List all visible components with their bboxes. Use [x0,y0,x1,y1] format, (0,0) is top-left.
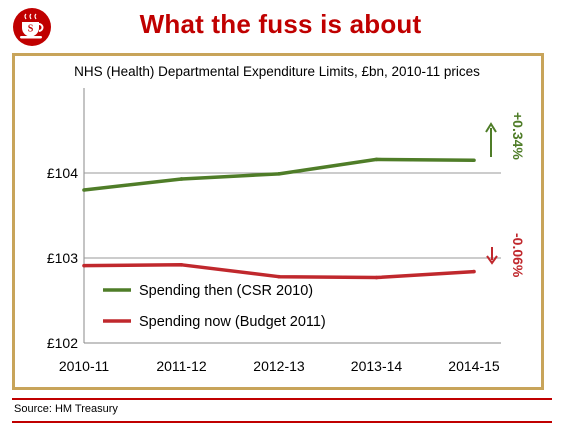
data-point-s2-2 [179,263,184,267]
legend-label: Spending then (CSR 2010) [139,283,313,299]
data-point-s1-3 [277,172,281,176]
data-point-s2-5 [472,269,476,274]
y-tick-label: £102 [47,335,78,351]
logo-icon: S [13,8,51,46]
source-note: Source: HM Treasury [14,403,118,415]
up-arrow-head-icon [485,122,497,133]
chart-title: NHS (Health) Departmental Expenditure Li… [74,64,480,79]
data-point-s1-4 [374,157,379,162]
data-point-s1-1 [82,188,86,192]
x-tick-label: 2013-14 [351,358,403,374]
page-title: What the fuss is about [139,9,422,39]
footer-divider-top [12,398,552,400]
chart-frame [12,53,544,390]
footer-divider-bottom [12,421,552,423]
data-point-s1-5 [472,158,476,163]
y-tick-label: £104 [47,165,78,181]
legend-label: Spending now (Budget 2011) [139,314,326,330]
logo-letter: S [28,24,34,35]
data-point-s1-2 [179,177,184,181]
y-tick-label: £103 [47,250,78,266]
x-tick-label: 2012-13 [253,358,305,374]
x-tick-label: 2010-11 [59,358,110,374]
x-tick-label: 2011-12 [156,358,207,374]
data-point-s2-3 [277,274,281,279]
change-label-now: -0.06% [510,233,526,278]
down-arrow-head-icon [486,255,498,265]
x-tick-label: 2014-15 [448,358,500,374]
data-point-s2-4 [374,275,379,280]
change-label-then: +0.34% [510,112,526,160]
data-point-s2-1 [82,263,86,268]
